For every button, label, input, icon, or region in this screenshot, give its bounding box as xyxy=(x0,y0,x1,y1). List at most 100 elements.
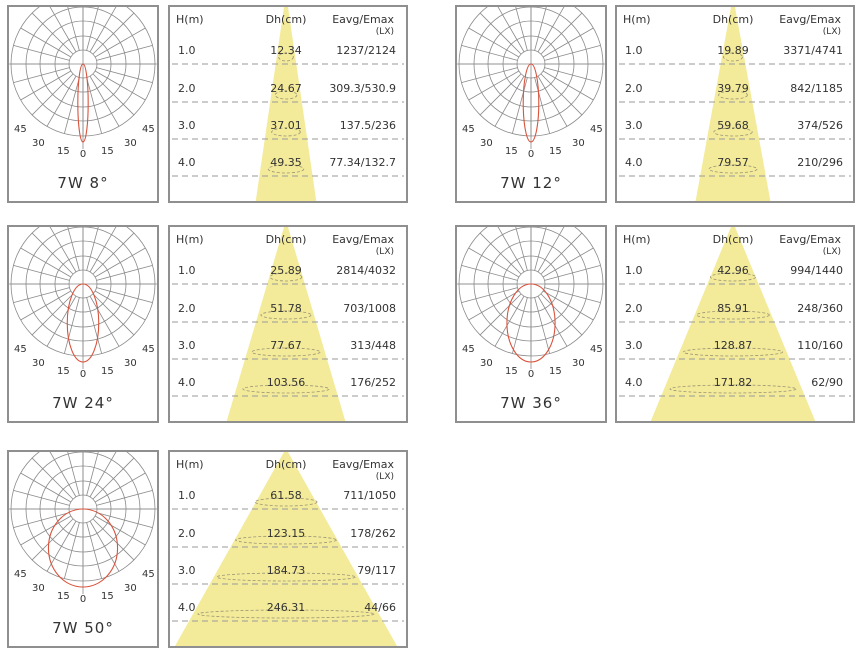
row-illuminance: 77.34/132.7 xyxy=(329,156,396,169)
angle-label: 30 xyxy=(124,358,137,369)
row-height: 1.0 xyxy=(178,44,196,57)
intensity-curve xyxy=(47,508,119,588)
row-height: 3.0 xyxy=(178,339,196,352)
angle-label: 45 xyxy=(142,124,155,135)
row-diameter: 39.79 xyxy=(717,82,749,95)
row-diameter: 42.96 xyxy=(717,264,749,277)
row-illuminance: 178/262 xyxy=(350,527,396,540)
row-diameter: 24.67 xyxy=(270,82,302,95)
beam-caption: 7W 50° xyxy=(52,619,114,637)
spot-ellipse xyxy=(197,609,375,619)
spot-ellipse xyxy=(696,310,770,320)
header-diameter: Dh(cm) xyxy=(712,13,754,26)
angle-label: 30 xyxy=(572,138,585,149)
polar-diagram: 45 30 15 0 15 30 45 7W 8° xyxy=(7,5,159,203)
spot-ellipse xyxy=(269,272,303,282)
header-illuminance: Eavg/Emax xyxy=(332,458,394,471)
row-illuminance: 210/296 xyxy=(797,156,843,169)
row-height: 2.0 xyxy=(625,302,643,315)
angle-label: 15 xyxy=(101,146,114,157)
row-height: 4.0 xyxy=(178,376,196,389)
row-height: 4.0 xyxy=(178,156,196,169)
row-illuminance: 176/252 xyxy=(350,376,396,389)
beam-caption: 7W 8° xyxy=(57,174,109,192)
angle-label: 0 xyxy=(79,594,87,605)
angle-label: 30 xyxy=(32,583,45,594)
spot-ellipse xyxy=(235,535,337,545)
header-height: H(m) xyxy=(623,13,651,26)
angle-label: 0 xyxy=(79,369,87,380)
row-height: 4.0 xyxy=(625,156,643,169)
intensity-curve xyxy=(522,63,540,143)
row-height: 3.0 xyxy=(625,119,643,132)
spot-ellipse xyxy=(723,52,743,62)
spot-ellipse xyxy=(682,347,784,357)
spot-ellipse xyxy=(216,572,356,582)
header-illuminance: Eavg/Emax xyxy=(332,233,394,246)
angle-label: 15 xyxy=(57,146,70,157)
beam-cone xyxy=(619,227,851,421)
header-unit: (LX) xyxy=(822,27,841,37)
row-height: 3.0 xyxy=(625,339,643,352)
angle-label: 15 xyxy=(57,366,70,377)
light-cone xyxy=(175,452,397,646)
row-height: 1.0 xyxy=(178,264,196,277)
polar-grid xyxy=(9,7,157,149)
header-unit: (LX) xyxy=(375,247,394,257)
angle-label: 45 xyxy=(14,124,27,135)
header-height: H(m) xyxy=(176,458,204,471)
angle-label: 30 xyxy=(572,358,585,369)
polar-grid xyxy=(9,452,157,594)
row-diameter: 77.67 xyxy=(270,339,302,352)
row-diameter: 246.31 xyxy=(266,601,306,614)
angle-label: 45 xyxy=(462,344,475,355)
header-height: H(m) xyxy=(176,13,204,26)
row-diameter: 184.73 xyxy=(266,564,306,577)
polar-diagram: 45 30 15 0 15 30 45 7W 36° xyxy=(455,225,607,423)
intensity-curve xyxy=(66,283,100,363)
header-height: H(m) xyxy=(176,233,204,246)
header-illuminance: Eavg/Emax xyxy=(779,13,841,26)
beam-caption: 7W 12° xyxy=(500,174,562,192)
spot-ellipse xyxy=(267,164,305,174)
row-illuminance: 79/117 xyxy=(357,564,396,577)
angle-label: 45 xyxy=(590,124,603,135)
angle-label: 0 xyxy=(527,369,535,380)
header-diameter: Dh(cm) xyxy=(712,233,754,246)
row-diameter: 85.91 xyxy=(717,302,749,315)
row-diameter: 171.82 xyxy=(713,376,753,389)
angle-label: 30 xyxy=(32,138,45,149)
row-height: 4.0 xyxy=(625,376,643,389)
angle-label: 15 xyxy=(101,366,114,377)
angle-label: 45 xyxy=(590,344,603,355)
row-diameter: 19.89 xyxy=(717,44,749,57)
beam-caption: 7W 24° xyxy=(52,394,114,412)
row-diameter: 59.68 xyxy=(717,119,749,132)
row-illuminance: 44/66 xyxy=(364,601,396,614)
row-illuminance: 313/448 xyxy=(350,339,396,352)
row-diameter: 37.01 xyxy=(270,119,302,132)
angle-label: 15 xyxy=(549,146,562,157)
row-diameter: 51.78 xyxy=(270,302,302,315)
angle-label: 15 xyxy=(505,146,518,157)
row-height: 2.0 xyxy=(178,82,196,95)
row-diameter: 12.34 xyxy=(270,44,302,57)
row-diameter: 123.15 xyxy=(266,527,306,540)
angle-label: 15 xyxy=(57,591,70,602)
angle-label: 15 xyxy=(549,366,562,377)
row-illuminance: 309.3/530.9 xyxy=(329,82,396,95)
spot-ellipse xyxy=(713,127,753,137)
row-illuminance: 1237/2124 xyxy=(336,44,396,57)
header-diameter: Dh(cm) xyxy=(265,458,307,471)
header-illuminance: Eavg/Emax xyxy=(779,233,841,246)
spot-ellipse xyxy=(254,497,318,507)
angle-label: 30 xyxy=(480,358,493,369)
polar-diagram: 45 30 15 0 15 30 45 7W 12° xyxy=(455,5,607,203)
beam-cone xyxy=(172,452,404,646)
beam-cone xyxy=(172,227,404,421)
beam-table: H(m) Dh(cm) Eavg/Emax (LX) 1.0 19.89 3371/4741… xyxy=(615,5,855,203)
header-height: H(m) xyxy=(623,233,651,246)
light-cone xyxy=(255,7,317,201)
spot-ellipse xyxy=(278,52,294,62)
row-height: 2.0 xyxy=(625,82,643,95)
